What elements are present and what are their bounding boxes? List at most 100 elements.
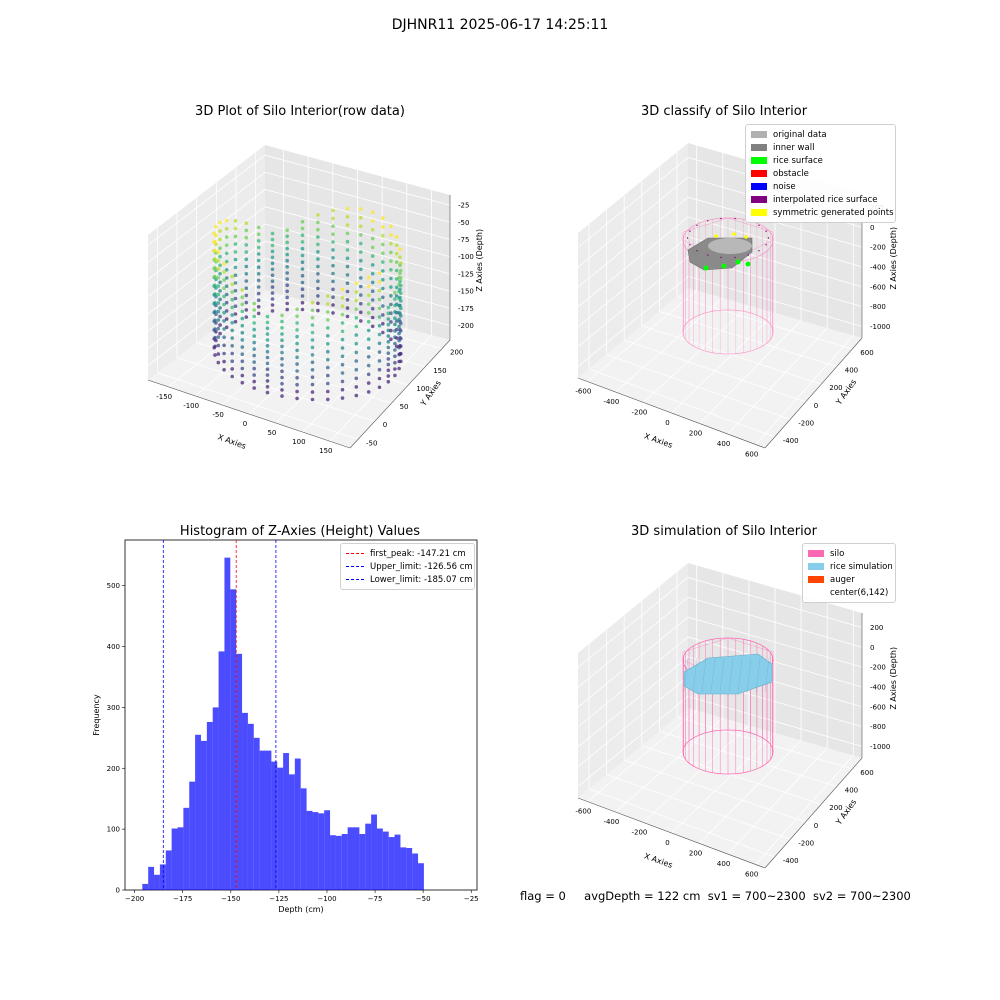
p4-y-label: Y Axies: [834, 798, 859, 828]
p1-point: [316, 213, 320, 217]
p1-point: [389, 285, 393, 289]
histogram-bar: [159, 864, 166, 890]
p1-point: [295, 389, 299, 394]
p1-point: [213, 292, 217, 296]
p2-grid-z: [577, 275, 863, 367]
p1-point: [222, 310, 226, 315]
p1-point: [389, 268, 393, 272]
p4-z-tick: -1000: [870, 743, 890, 751]
p4-rice-simulation: [683, 653, 773, 695]
p1-point: [316, 294, 320, 298]
p1-point: [326, 357, 330, 362]
p4-y-axis-line: [764, 757, 863, 869]
p4-x-tick: -600: [575, 808, 591, 816]
p1-point: [359, 310, 363, 315]
p4-rice-mesh: [737, 657, 743, 693]
histogram-y-tick: 400: [107, 643, 120, 651]
p1-point: [270, 303, 275, 307]
p1-point: [393, 367, 397, 371]
p2-interpolated-point: [734, 256, 736, 259]
p4-x-tick: 600: [745, 871, 758, 879]
p1-point: [252, 301, 256, 306]
legend-label: rice simulation: [830, 561, 893, 572]
p1-point: [394, 336, 399, 340]
p1-point: [386, 317, 391, 321]
histogram-bar: [312, 812, 319, 890]
p1-point: [244, 221, 249, 225]
p1-point: [244, 250, 249, 254]
p2-x-tick: 200: [689, 430, 702, 438]
p1-point: [213, 327, 217, 331]
p1-grid-z: [147, 154, 451, 246]
p1-point: [354, 341, 359, 346]
p1-point: [233, 257, 238, 262]
p1-z-tick: -125: [458, 270, 474, 278]
p1-point: [310, 345, 315, 350]
p1-point: [381, 216, 385, 220]
p1-point: [340, 371, 345, 375]
p1-point: [256, 311, 261, 316]
p4-grid-x: [643, 725, 750, 823]
histogram-bar: [347, 827, 354, 890]
p1-point: [224, 309, 229, 313]
p4-z-tick: -600: [870, 703, 886, 711]
p1-point: [240, 323, 245, 328]
legend-label: interpolated rice surface: [773, 194, 878, 205]
p1-point: [399, 306, 403, 311]
p1-point: [222, 319, 226, 323]
p4-z-tick: -200: [870, 664, 886, 672]
p1-point: [285, 307, 290, 312]
p1-point: [280, 350, 284, 355]
p1-point: [252, 334, 256, 338]
histogram-bar: [400, 847, 407, 890]
p1-point: [222, 278, 226, 282]
legend-label: Upper_limit: -126.56 cm: [370, 561, 473, 572]
p4-x-axis-line: [577, 797, 766, 869]
p1-point: [316, 286, 320, 291]
p4-y-tick: 600: [860, 769, 873, 777]
p1-point: [285, 240, 290, 245]
p1-point: [399, 276, 403, 280]
p1-point: [354, 290, 359, 294]
p1-point: [389, 320, 393, 324]
p1-point: [240, 380, 245, 385]
p1-point: [213, 274, 217, 279]
p1-point: [295, 369, 299, 373]
p1-point: [326, 397, 330, 402]
p1-point: [240, 373, 245, 378]
p1-point: [394, 243, 399, 248]
p4-rice-mesh: [701, 657, 707, 693]
simulation-legend: silo rice simulation auger center(6,142): [802, 543, 896, 603]
p1-point: [386, 328, 391, 333]
p1-point: [359, 319, 363, 323]
p4-x-tick: -400: [603, 818, 619, 826]
histogram-bar: [418, 863, 424, 890]
p1-point: [310, 360, 315, 365]
p1-point: [381, 330, 385, 335]
p1-point: [354, 367, 359, 372]
histogram-bar: [224, 557, 231, 890]
p2-interpolated-point: [696, 224, 698, 226]
p2-interpolated-point: [689, 230, 691, 232]
p1-point: [280, 313, 284, 318]
p1-point: [252, 373, 256, 377]
p4-y-tick: 200: [829, 804, 842, 812]
p1-point: [316, 308, 320, 313]
p1-point: [359, 233, 363, 237]
p1-point: [366, 355, 371, 359]
p1-point: [233, 312, 238, 316]
p1-grid-y: [176, 357, 375, 422]
legend-item: noise: [751, 180, 890, 193]
p1-point: [218, 246, 222, 250]
p4-rice-mesh: [746, 657, 752, 693]
legend-label: noise: [773, 181, 796, 192]
histogram-bar: [212, 707, 219, 890]
p1-point: [316, 264, 320, 269]
p1-point: [240, 288, 245, 292]
p1-point: [230, 344, 234, 348]
p1-point: [295, 348, 299, 353]
p1-point: [394, 285, 399, 290]
p1-point: [399, 291, 403, 296]
p1-point: [398, 247, 402, 251]
p1-point: [389, 276, 393, 281]
